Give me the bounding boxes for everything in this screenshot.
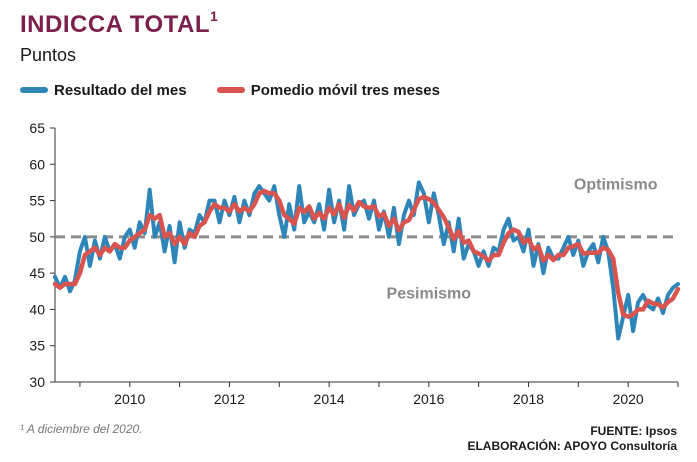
chart-subtitle: Puntos [20,45,77,65]
y-tick-label-35: 35 [29,338,45,354]
x-tick-label-2010: 2010 [114,391,145,407]
series-line-promedio [52,188,681,319]
legend-item-resultado: Resultado del mes [20,82,187,99]
x-tick-label-2012: 2012 [214,391,245,407]
chart-title-text: INDICCA TOTAL [20,11,211,38]
y-tick-label-60: 60 [29,156,45,172]
y-tick-label-50: 50 [29,229,45,245]
annotation-optimismo: Optimismo [574,177,658,194]
series-line-resultado [53,180,680,341]
x-tick-label-2018: 2018 [513,391,544,407]
legend-item-promedio: Pomedio móvil tres meses [216,81,440,99]
annotation-pesimismo: Pesimismo [387,286,472,303]
y-tick-label-65: 65 [29,120,45,136]
y-tick-label-30: 30 [29,374,45,390]
source-block: FUENTE: Ipsos ELABORACIÓN: APOYO Consult… [467,424,677,454]
footnote: ¹ A diciembre del 2020. [20,422,143,436]
x-tick-label-2016: 2016 [413,391,444,407]
x-tick-label-2014: 2014 [314,391,345,407]
elaboration-text: ELABORACIÓN: APOYO Consultoría [467,439,677,453]
title-footnote-marker: 1 [210,8,219,24]
chart-title: INDICCA TOTAL1 [20,8,219,39]
legend: Resultado del mes Pomedio móvil tres mes… [20,80,466,100]
legend-label-promedio: Pomedio móvil tres meses [250,81,440,99]
y-tick-label-40: 40 [29,301,45,317]
y-tick-label-45: 45 [29,265,45,281]
x-tick-label-2020: 2020 [613,391,644,407]
source-text: FUENTE: Ipsos [590,424,677,438]
legend-swatch-resultado [20,87,48,93]
legend-label-resultado: Resultado del mes [54,81,187,99]
line-chart: 30 35 40 45 50 55 60 65 2010 2012 2014 2016 2018 2020… [29,120,681,407]
legend-swatch-promedio [216,87,245,93]
y-tick-label-55: 55 [29,193,45,209]
